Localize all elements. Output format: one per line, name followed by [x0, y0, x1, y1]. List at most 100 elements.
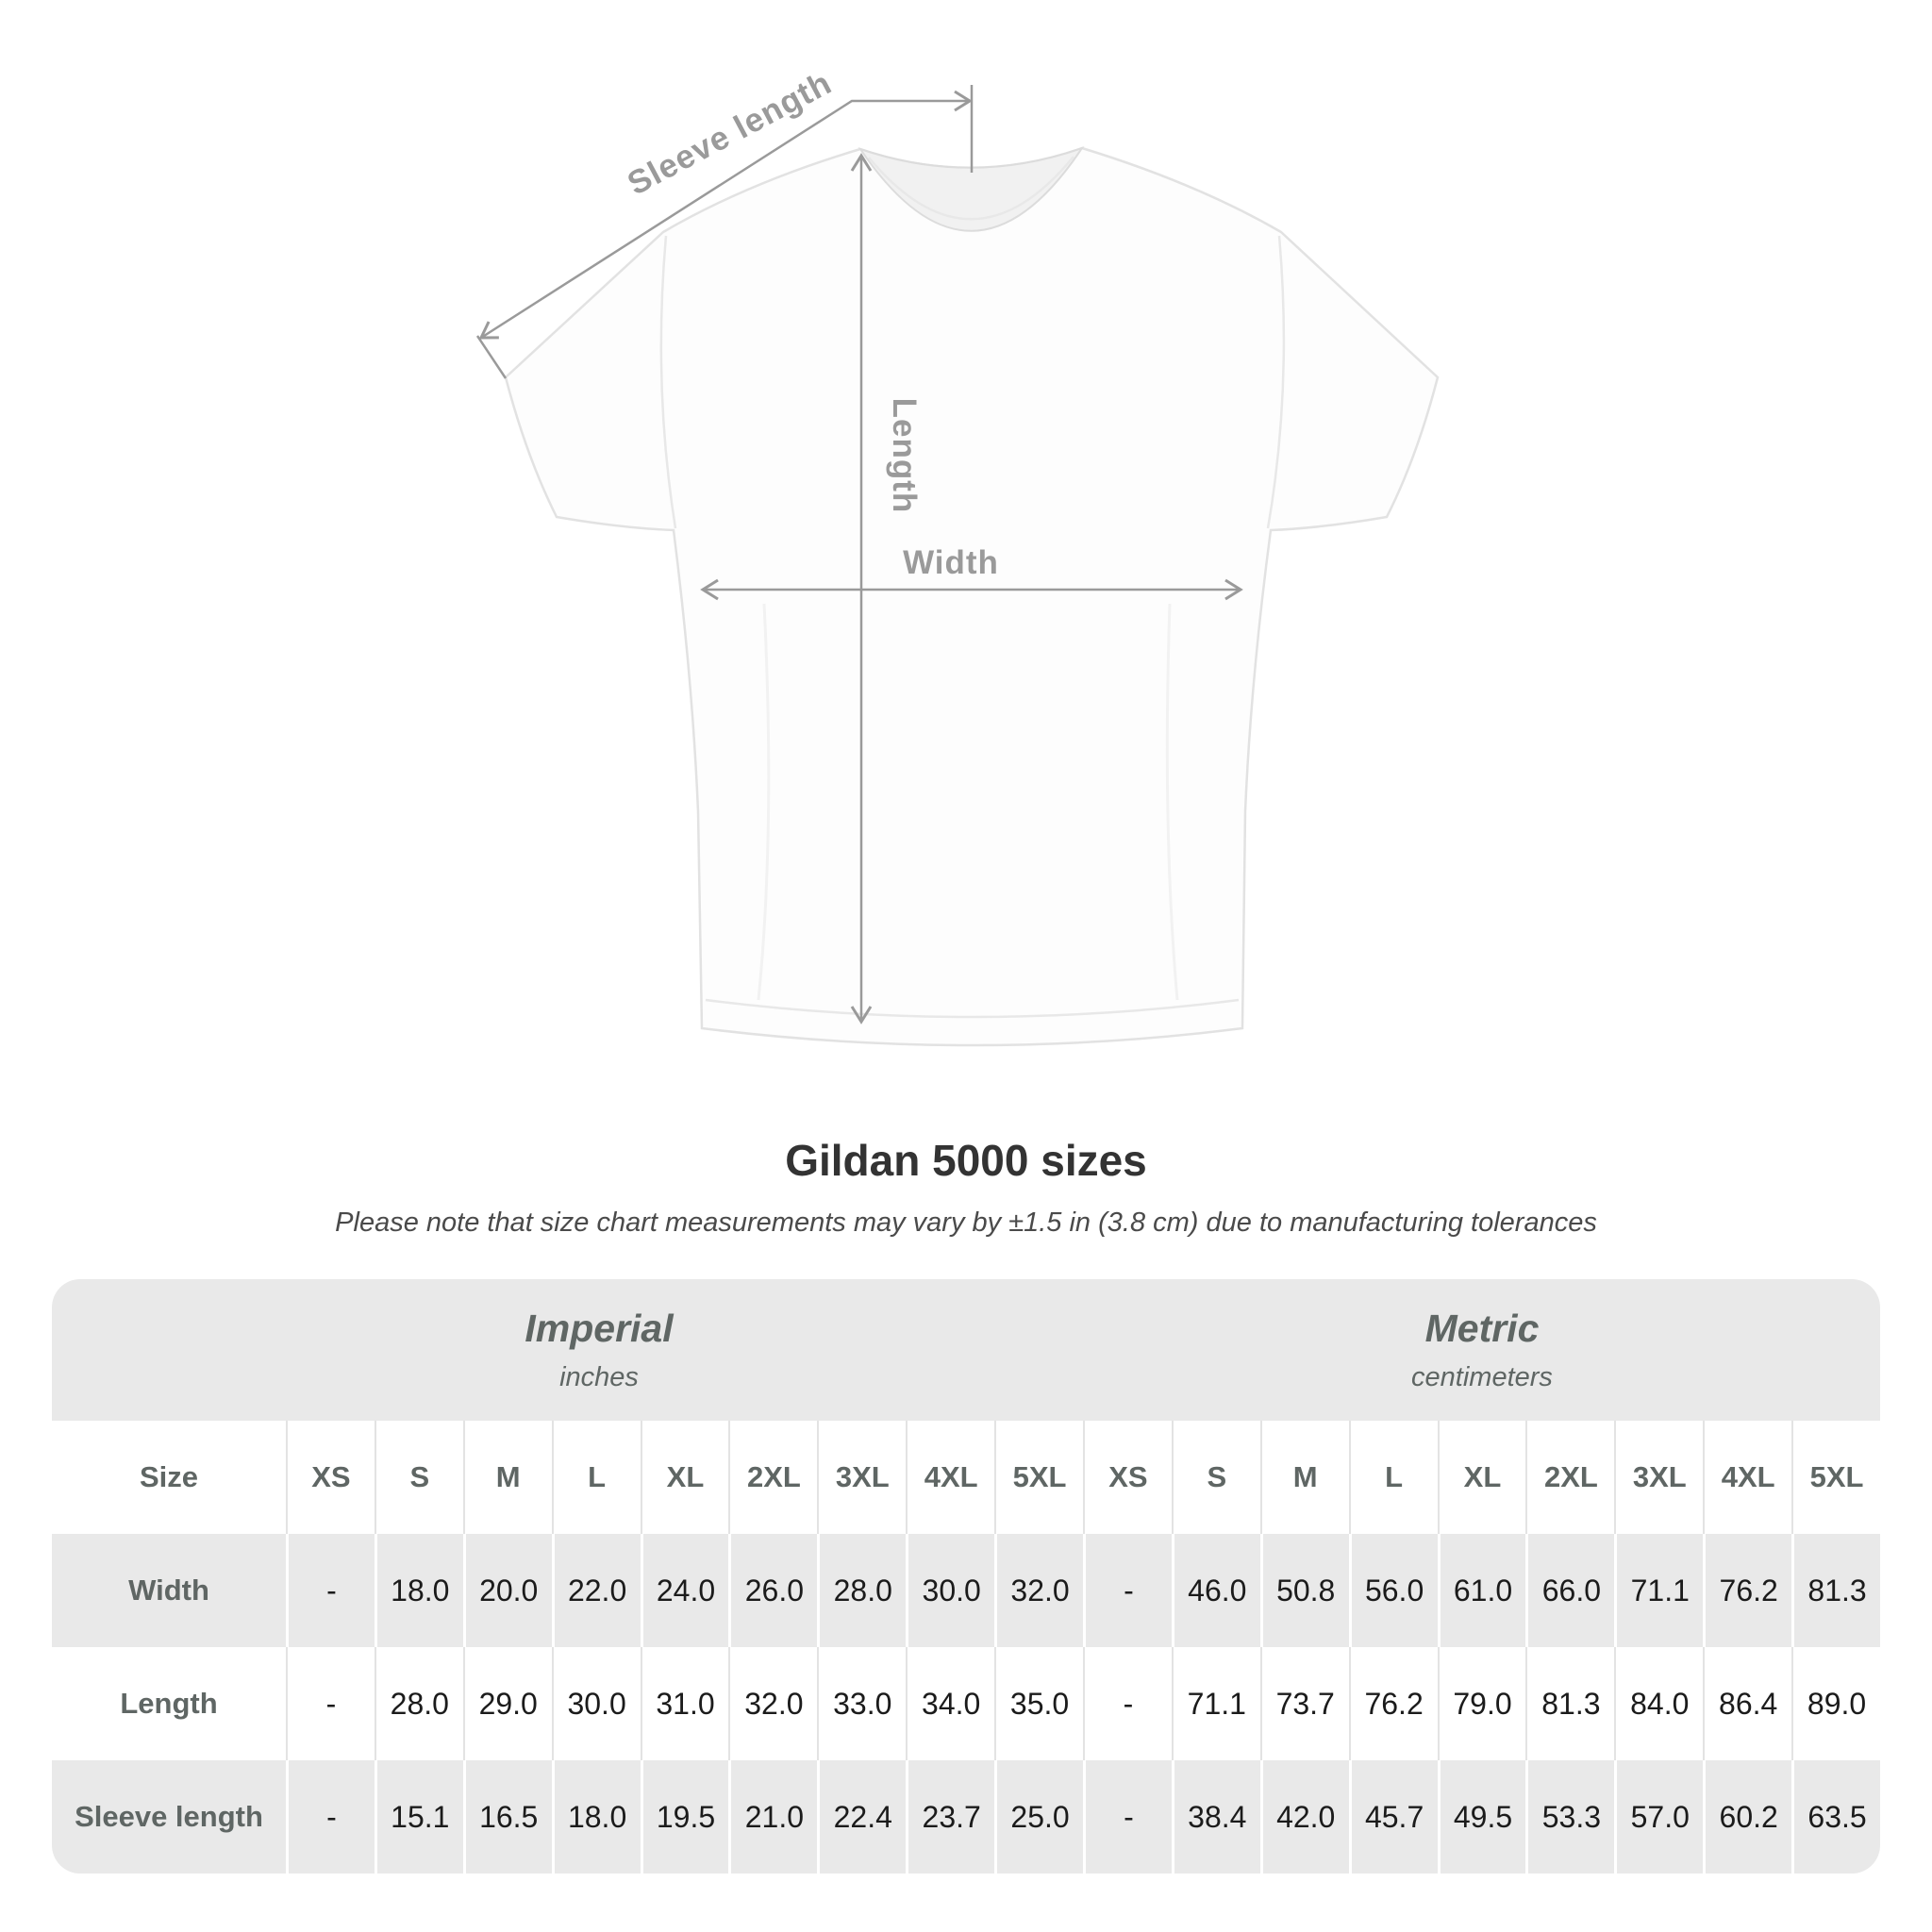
table-cell: 61.0: [1437, 1534, 1526, 1647]
table-cell: 32.0: [728, 1647, 817, 1760]
imperial-label: Imperial: [525, 1307, 674, 1350]
table-cell: 84.0: [1614, 1647, 1703, 1760]
table-cell: 53.3: [1525, 1760, 1614, 1874]
table-cell: 49.5: [1437, 1760, 1526, 1874]
size-col-imperial-s: S: [374, 1421, 463, 1534]
table-cell: 57.0: [1614, 1760, 1703, 1874]
size-col-metric-xl: XL: [1437, 1421, 1526, 1534]
size-col-imperial-xl: XL: [640, 1421, 729, 1534]
table-cell: 22.4: [817, 1760, 906, 1874]
unit-header-band: Imperial inches Metric centimeters: [52, 1279, 1880, 1421]
size-col-imperial-2xl: 2XL: [728, 1421, 817, 1534]
table-cell: 16.5: [462, 1760, 552, 1874]
table-cell: 30.0: [551, 1647, 641, 1760]
table-cell: 81.3: [1525, 1647, 1614, 1760]
size-header-row: Size XS S M L XL 2XL 3XL 4XL 5XL XS S M …: [52, 1421, 1880, 1534]
table-cell: 46.0: [1171, 1534, 1260, 1647]
table-cell: 42.0: [1259, 1760, 1349, 1874]
table-cell: 28.0: [374, 1647, 463, 1760]
table-cell: 31.0: [640, 1647, 729, 1760]
table-cell: 35.0: [994, 1647, 1083, 1760]
length-row: Length - 28.0 29.0 30.0 31.0 32.0 33.0 3…: [52, 1647, 1880, 1760]
page-title: Gildan 5000 sizes: [785, 1136, 1147, 1185]
table-cell: 50.8: [1259, 1534, 1349, 1647]
length-label: Length: [886, 398, 923, 514]
size-col-imperial-3xl: 3XL: [817, 1421, 906, 1534]
table-cell: 26.0: [728, 1534, 817, 1647]
table-cell: 71.1: [1614, 1534, 1703, 1647]
table-cell: 19.5: [640, 1760, 729, 1874]
table-cell: -: [286, 1760, 375, 1874]
table-cell: 33.0: [817, 1647, 906, 1760]
size-table: Imperial inches Metric centimeters Size …: [52, 1279, 1880, 1874]
table-cell: 81.3: [1791, 1534, 1880, 1647]
sleeve-length-start-tick: [475, 335, 508, 379]
table-cell: 32.0: [994, 1534, 1083, 1647]
tshirt-measurement-figure: Sleeve length Length Width: [475, 64, 1440, 1047]
table-cell: 86.4: [1703, 1647, 1791, 1760]
tshirt-hem-stitch: [705, 998, 1240, 1019]
imperial-unit-label: inches: [559, 1362, 639, 1392]
sleeve-length-row: Sleeve length - 15.1 16.5 18.0 19.5 21.0…: [52, 1760, 1880, 1874]
imperial-header-group: Imperial inches: [52, 1279, 1146, 1421]
size-col-imperial-l: L: [551, 1421, 641, 1534]
size-col-imperial-4xl: 4XL: [906, 1421, 994, 1534]
size-col-metric-s: S: [1171, 1421, 1260, 1534]
page-subtitle: Please note that size chart measurements…: [335, 1208, 1597, 1238]
table-cell: 18.0: [551, 1760, 641, 1874]
table-cell: -: [286, 1534, 375, 1647]
metric-unit-label: centimeters: [1411, 1362, 1553, 1392]
table-cell: 22.0: [551, 1534, 641, 1647]
width-row-label: Width: [128, 1574, 209, 1607]
table-cell: 34.0: [906, 1647, 994, 1760]
table-cell: 71.1: [1171, 1647, 1260, 1760]
size-col-metric-m: M: [1259, 1421, 1349, 1534]
size-col-imperial-5xl: 5XL: [994, 1421, 1083, 1534]
table-cell: 73.7: [1259, 1647, 1349, 1760]
table-cell: 76.2: [1703, 1534, 1791, 1647]
table-cell: -: [286, 1647, 375, 1760]
table-cell: 21.0: [728, 1760, 817, 1874]
tshirt-graphic: [504, 146, 1440, 1047]
tshirt-fold-left: [757, 603, 771, 1001]
table-cell: -: [1082, 1760, 1172, 1874]
tshirt-fold-right: [1165, 603, 1179, 1001]
size-header-cell: Size: [139, 1460, 199, 1493]
table-cell: 66.0: [1525, 1534, 1614, 1647]
size-col-imperial-xs: XS: [286, 1421, 375, 1534]
table-cell: 45.7: [1348, 1760, 1438, 1874]
table-cell: 63.5: [1791, 1760, 1880, 1874]
size-col-metric-3xl: 3XL: [1614, 1421, 1703, 1534]
metric-header-group: Metric centimeters: [1084, 1279, 1880, 1421]
width-row: Width - 18.0 20.0 22.0 24.0 26.0 28.0 30…: [52, 1534, 1880, 1647]
table-cell: 28.0: [817, 1534, 906, 1647]
metric-label: Metric: [1424, 1307, 1540, 1350]
size-col-metric-2xl: 2XL: [1525, 1421, 1614, 1534]
table-cell: 30.0: [906, 1534, 994, 1647]
table-cell: 18.0: [374, 1534, 463, 1647]
table-cell: 38.4: [1171, 1760, 1260, 1874]
table-cell: -: [1082, 1647, 1172, 1760]
size-col-metric-5xl: 5XL: [1791, 1421, 1880, 1534]
size-col-metric-xs: XS: [1082, 1421, 1172, 1534]
table-cell: 29.0: [462, 1647, 552, 1760]
table-cell: 89.0: [1791, 1647, 1880, 1760]
table-cell: -: [1082, 1534, 1172, 1647]
table-cell: 56.0: [1348, 1534, 1438, 1647]
size-col-imperial-m: M: [462, 1421, 552, 1534]
width-label: Width: [903, 544, 999, 581]
sleeve-length-row-label: Sleeve length: [75, 1800, 263, 1833]
table-cell: 76.2: [1348, 1647, 1438, 1760]
tshirt-right-sleeve-seam: [1266, 235, 1286, 529]
table-cell: 24.0: [640, 1534, 729, 1647]
length-row-label: Length: [120, 1687, 218, 1720]
table-cell: 79.0: [1437, 1647, 1526, 1760]
sleeve-length-arrow: [478, 90, 973, 340]
table-cell: 20.0: [462, 1534, 552, 1647]
tshirt-body: [504, 146, 1440, 1047]
size-col-metric-4xl: 4XL: [1703, 1421, 1791, 1534]
table-cell: 23.7: [906, 1760, 994, 1874]
table-cell: 15.1: [374, 1760, 463, 1874]
size-col-metric-l: L: [1348, 1421, 1438, 1534]
